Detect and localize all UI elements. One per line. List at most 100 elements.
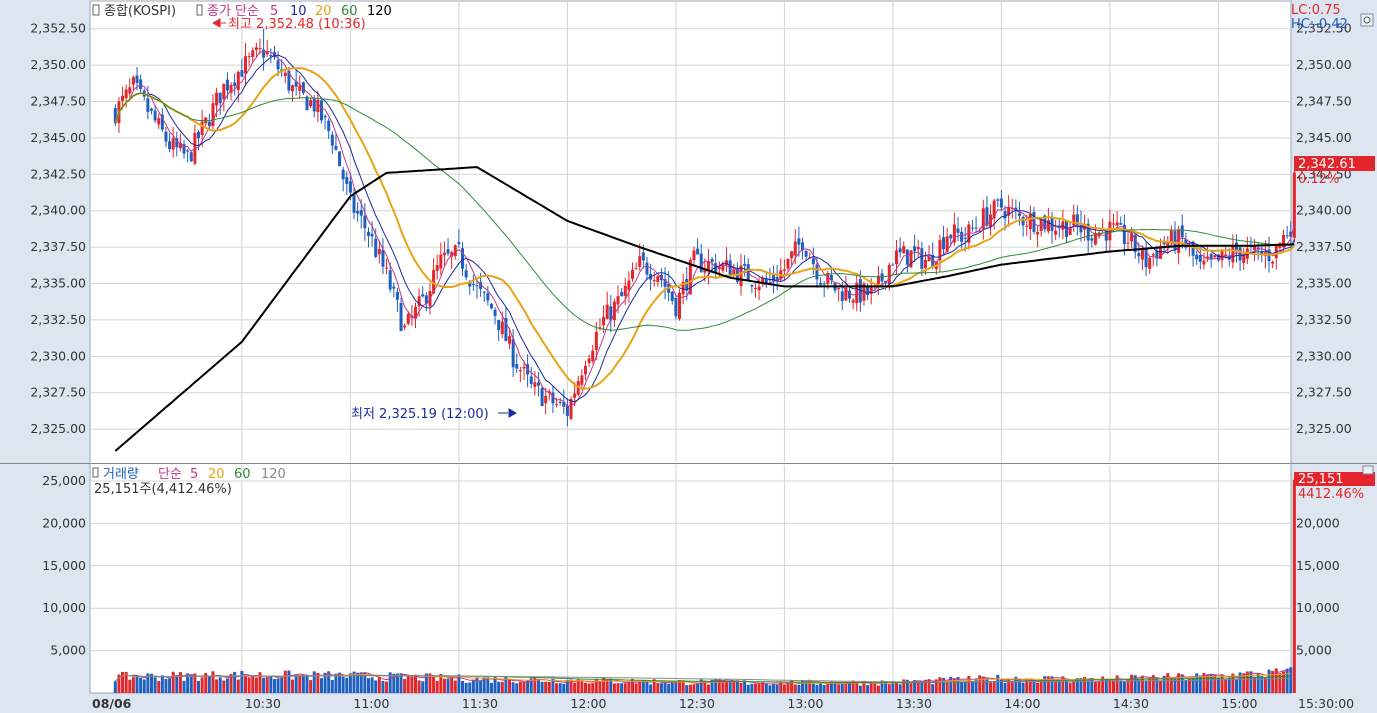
volume-bar <box>761 682 765 693</box>
candle-body <box>254 47 258 50</box>
volume-badge-settings[interactable] <box>1362 465 1374 475</box>
volume-bar <box>1137 678 1141 693</box>
volume-bar <box>923 679 927 693</box>
volume-bar <box>406 675 410 693</box>
candle-body <box>594 331 598 350</box>
candle-body <box>258 48 262 50</box>
legend-toggle-box[interactable] <box>92 467 99 478</box>
lc-label: LC:0.75 <box>1291 3 1341 18</box>
volume-bar <box>197 680 200 693</box>
candle-body <box>764 278 768 283</box>
volume-bar <box>1238 672 1242 693</box>
volume-bar <box>1173 678 1177 693</box>
candle-body <box>565 405 569 416</box>
volume-bar <box>746 684 750 693</box>
volume-bar <box>739 682 743 693</box>
volume-bar <box>855 682 859 693</box>
volume-bar <box>1003 682 1007 693</box>
volume-bar <box>916 681 920 693</box>
volume-bar <box>117 674 121 693</box>
volume-bar <box>594 678 598 693</box>
candle-body <box>1133 234 1137 253</box>
candle-body <box>641 252 645 261</box>
volume-bar <box>305 674 309 693</box>
candle-body <box>974 227 978 229</box>
candle-body <box>153 110 157 121</box>
volume-bar <box>623 683 627 693</box>
candle-body <box>385 267 389 269</box>
candle-body <box>1242 255 1246 263</box>
volume-bar <box>927 679 931 693</box>
volume-plot-area[interactable] <box>90 465 1291 693</box>
volume-bar <box>1220 674 1224 693</box>
candle-body <box>291 85 295 92</box>
candle-body <box>627 280 631 290</box>
price-tick-label: 2,327.50 <box>30 385 86 400</box>
candle-body <box>128 87 132 94</box>
price-tick-label: 2,325.00 <box>1296 421 1352 436</box>
volume-bar <box>981 676 985 693</box>
volume-bar <box>1184 680 1188 693</box>
volume-bar <box>1017 680 1021 693</box>
candle-body <box>529 376 533 384</box>
candle-body <box>692 250 696 261</box>
ma-legend-20: 20 <box>315 4 332 19</box>
candle-body <box>891 264 895 266</box>
settings-button[interactable] <box>1360 13 1374 27</box>
volume-bar <box>1162 675 1166 693</box>
candle-body <box>189 152 193 162</box>
volume-bar <box>974 678 978 693</box>
candle-body <box>793 241 797 256</box>
volume-bar <box>291 679 295 693</box>
volume-bar <box>385 681 389 693</box>
volume-bar <box>706 684 710 693</box>
candle-body <box>160 114 164 130</box>
volume-bar <box>254 677 258 693</box>
price-tick-label: 2,330.00 <box>1296 348 1352 363</box>
volume-bar <box>146 673 150 693</box>
ma20-line <box>114 67 1296 390</box>
candle-body <box>171 138 175 150</box>
volume-tick-label: 20,000 <box>1296 515 1340 530</box>
volume-bar <box>840 684 844 693</box>
candle-body <box>1112 223 1116 225</box>
volume-bar <box>732 681 736 693</box>
volume-bar <box>244 675 248 693</box>
volume-bar <box>121 671 125 693</box>
candle-body <box>352 193 356 213</box>
volume-bar <box>591 683 595 693</box>
volume-bar <box>124 671 128 693</box>
candle-body <box>1224 254 1228 256</box>
volume-bar <box>280 677 284 693</box>
volume-bar <box>1242 673 1246 693</box>
volume-bar <box>656 683 660 693</box>
candle-body <box>775 276 779 281</box>
volume-bar <box>160 675 164 693</box>
candle-body <box>652 280 656 282</box>
volume-bar <box>446 678 450 693</box>
candle-body <box>1025 225 1029 227</box>
candle-body <box>500 321 504 335</box>
candle-body <box>923 259 927 269</box>
candle-body <box>312 98 316 112</box>
volume-bar <box>1097 681 1101 693</box>
candle-body <box>1028 214 1032 230</box>
candle-body <box>1177 229 1181 253</box>
right-axis-bg <box>1291 0 1377 713</box>
legend-toggle-box[interactable] <box>196 4 203 16</box>
candle-body <box>696 248 700 255</box>
volume-bar <box>678 680 682 693</box>
candle-body <box>240 70 244 77</box>
candle-body <box>580 375 584 385</box>
volume-bar <box>985 678 989 693</box>
candle-body <box>182 144 186 154</box>
volume-bar <box>862 680 866 693</box>
candle-body <box>417 296 421 307</box>
legend-toggle-box[interactable] <box>92 4 100 16</box>
volume-bar <box>341 676 345 693</box>
volume-bar <box>207 675 211 693</box>
volume-bar <box>562 683 566 693</box>
volume-bar <box>309 680 313 693</box>
candle-body <box>782 269 786 271</box>
candle-body <box>1090 238 1094 241</box>
